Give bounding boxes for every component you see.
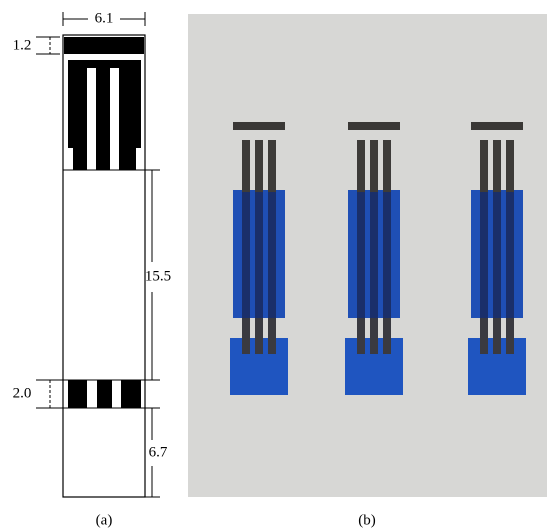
printed-finger bbox=[357, 140, 365, 192]
dim-label: 6.1 bbox=[95, 10, 114, 26]
printed-finger bbox=[242, 140, 250, 192]
panel-b: (b) bbox=[188, 14, 547, 528]
printed-finger bbox=[255, 140, 263, 192]
printed-finger bbox=[506, 140, 514, 192]
printed-finger bbox=[370, 318, 378, 354]
covered-finger bbox=[357, 192, 365, 318]
printed-finger bbox=[383, 140, 391, 192]
finger-gap bbox=[87, 68, 96, 170]
printed-finger bbox=[480, 140, 488, 192]
printed-finger bbox=[493, 318, 501, 354]
covered-finger bbox=[370, 192, 378, 318]
electrode-fingers bbox=[68, 60, 141, 170]
printed-finger bbox=[506, 318, 514, 354]
covered-finger bbox=[506, 192, 514, 318]
panel-label: (a) bbox=[96, 512, 113, 528]
pad-gap bbox=[87, 380, 97, 408]
printed-bar bbox=[233, 122, 285, 130]
printed-finger bbox=[383, 318, 391, 354]
covered-finger bbox=[493, 192, 501, 318]
bottom-pads bbox=[68, 380, 141, 408]
printed-finger bbox=[357, 318, 365, 354]
printed-bar bbox=[348, 122, 400, 130]
dim-label: 1.2 bbox=[13, 37, 32, 53]
printed-finger bbox=[480, 318, 488, 354]
printed-finger bbox=[242, 318, 250, 354]
dim-label: 2.0 bbox=[13, 385, 32, 401]
printed-finger bbox=[493, 140, 501, 192]
finger-edge bbox=[136, 148, 141, 170]
finger-gap bbox=[110, 68, 119, 170]
panel-a: 6.1 1.2 15.5 2.0 6.7 (a) bbox=[13, 10, 172, 528]
printed-finger bbox=[255, 318, 263, 354]
top-bar bbox=[64, 37, 144, 54]
covered-finger bbox=[242, 192, 250, 318]
printed-finger bbox=[268, 140, 276, 192]
covered-finger bbox=[383, 192, 391, 318]
covered-finger bbox=[255, 192, 263, 318]
printed-finger bbox=[370, 140, 378, 192]
panel-label: (b) bbox=[358, 512, 376, 528]
printed-bar bbox=[471, 122, 523, 130]
printed-finger bbox=[268, 318, 276, 354]
finger-edge bbox=[68, 148, 73, 170]
covered-finger bbox=[480, 192, 488, 318]
dim-label: 15.5 bbox=[145, 268, 171, 284]
pad-gap bbox=[112, 380, 121, 408]
dim-label: 6.7 bbox=[149, 444, 168, 460]
covered-finger bbox=[268, 192, 276, 318]
